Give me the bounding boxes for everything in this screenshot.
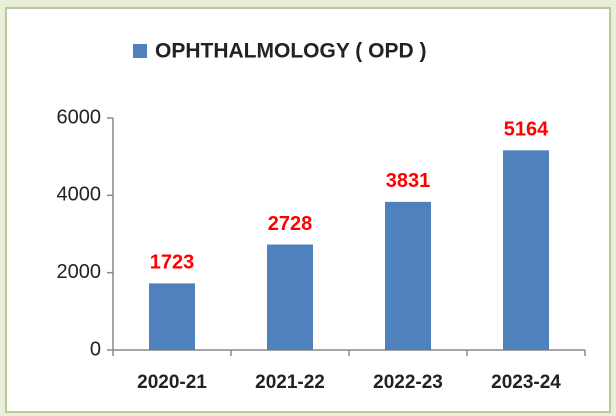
bar bbox=[267, 244, 313, 350]
data-label: 5164 bbox=[504, 119, 549, 141]
y-tick-label: 4000 bbox=[57, 184, 102, 206]
bar bbox=[149, 283, 195, 350]
data-label: 1723 bbox=[150, 252, 195, 274]
data-label: 3831 bbox=[386, 170, 431, 192]
legend-swatch bbox=[133, 44, 147, 58]
x-tick-label: 2020-21 bbox=[137, 372, 207, 393]
legend-label: OPHTHALMOLOGY ( OPD ) bbox=[155, 40, 426, 63]
x-tick-label: 2021-22 bbox=[255, 372, 325, 393]
data-label: 2728 bbox=[268, 213, 313, 235]
y-tick-label: 0 bbox=[90, 338, 101, 360]
y-tick-label: 6000 bbox=[57, 106, 102, 128]
bar bbox=[503, 150, 549, 350]
y-tick-label: 2000 bbox=[57, 261, 102, 283]
x-tick-label: 2022-23 bbox=[373, 372, 443, 393]
x-tick-label: 2023-24 bbox=[491, 372, 561, 393]
bar bbox=[385, 201, 431, 350]
